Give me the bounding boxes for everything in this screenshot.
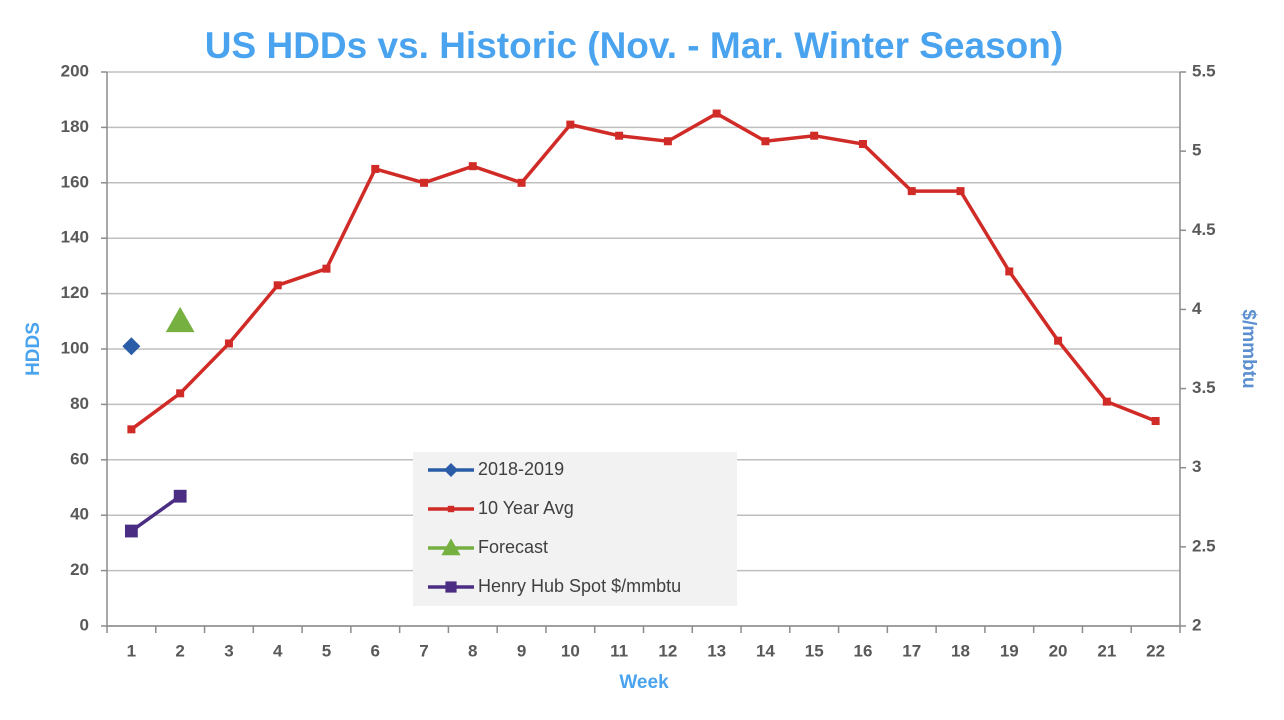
x-tick-label: 7 bbox=[419, 641, 428, 660]
series-marker bbox=[165, 306, 195, 333]
x-tick-label: 19 bbox=[1000, 641, 1019, 660]
series-line bbox=[130, 111, 1157, 431]
legend-marker bbox=[445, 581, 457, 593]
legend-marker bbox=[447, 505, 455, 513]
y2-tick-label: 2 bbox=[1192, 615, 1201, 634]
x-tick-label: 3 bbox=[224, 641, 233, 660]
y-tick-label: 120 bbox=[61, 283, 89, 302]
series-marker bbox=[761, 137, 770, 146]
series-marker bbox=[1005, 267, 1014, 276]
series-marker bbox=[122, 337, 141, 356]
y-tick-label: 60 bbox=[70, 449, 89, 468]
series-marker bbox=[273, 281, 282, 290]
y2-tick-label: 4 bbox=[1192, 299, 1202, 318]
y-axis-title: HDDS bbox=[23, 322, 44, 376]
legend-label: 2018-2019 bbox=[478, 459, 564, 479]
x-tick-label: 5 bbox=[322, 641, 331, 660]
series-marker bbox=[176, 389, 185, 398]
legend-marker bbox=[444, 463, 458, 477]
series-marker bbox=[127, 425, 136, 434]
x-tick-label: 1 bbox=[127, 641, 136, 660]
x-tick-label: 15 bbox=[805, 641, 824, 660]
y2-tick-label: 2.5 bbox=[1192, 536, 1216, 555]
y2-tick-label: 3 bbox=[1192, 457, 1201, 476]
series-marker bbox=[322, 264, 331, 273]
legend-label: Henry Hub Spot $/mmbtu bbox=[478, 576, 681, 596]
y-tick-label: 140 bbox=[61, 228, 89, 247]
x-tick-label: 16 bbox=[854, 641, 873, 660]
x-tick-label: 18 bbox=[951, 641, 970, 660]
series-marker bbox=[858, 140, 867, 149]
series-marker bbox=[224, 339, 233, 348]
series-marker bbox=[371, 164, 380, 173]
series-marker bbox=[907, 187, 916, 196]
x-tick-label: 21 bbox=[1097, 641, 1116, 660]
series-marker bbox=[810, 131, 819, 140]
series-marker bbox=[1102, 397, 1111, 406]
y-tick-label: 0 bbox=[80, 615, 89, 634]
x-tick-label: 9 bbox=[517, 641, 526, 660]
y2-tick-label: 3.5 bbox=[1192, 378, 1216, 397]
series-marker bbox=[956, 187, 965, 196]
x-axis-title: Week bbox=[619, 672, 669, 693]
x-tick-label: 2 bbox=[175, 641, 184, 660]
legend-box bbox=[413, 452, 737, 606]
y-tick-label: 80 bbox=[70, 394, 89, 413]
y2-tick-label: 5 bbox=[1192, 141, 1201, 160]
y-tick-label: 40 bbox=[70, 505, 89, 524]
x-tick-label: 8 bbox=[468, 641, 477, 660]
series-marker bbox=[566, 120, 575, 129]
x-tick-label: 10 bbox=[561, 641, 580, 660]
series-marker bbox=[124, 524, 138, 538]
series-marker bbox=[1151, 417, 1160, 426]
x-tick-label: 17 bbox=[902, 641, 921, 660]
series-marker bbox=[420, 178, 429, 187]
x-tick-label: 11 bbox=[610, 641, 628, 660]
y-tick-label: 180 bbox=[61, 117, 89, 136]
series-marker bbox=[173, 489, 187, 503]
x-tick-label: 6 bbox=[371, 641, 380, 660]
y2-axis-title: $/mmbtu bbox=[1238, 309, 1259, 388]
chart-title: US HDDs vs. Historic (Nov. - Mar. Winter… bbox=[205, 25, 1063, 66]
y-tick-label: 200 bbox=[61, 61, 89, 80]
series-marker bbox=[1054, 336, 1063, 345]
series-marker bbox=[517, 178, 526, 187]
series-line bbox=[130, 494, 182, 533]
x-tick-label: 12 bbox=[658, 641, 677, 660]
y-tick-label: 100 bbox=[61, 338, 89, 357]
legend-label: Forecast bbox=[478, 537, 548, 557]
x-tick-label: 13 bbox=[707, 641, 726, 660]
y-tick-label: 20 bbox=[70, 560, 89, 579]
y2-tick-label: 5.5 bbox=[1192, 61, 1216, 80]
series-marker bbox=[615, 131, 624, 140]
series-marker bbox=[712, 109, 721, 118]
x-tick-label: 20 bbox=[1049, 641, 1068, 660]
series-marker bbox=[663, 137, 672, 146]
x-tick-label: 4 bbox=[273, 641, 283, 660]
y-tick-label: 160 bbox=[61, 172, 89, 191]
series-marker bbox=[468, 162, 477, 171]
x-tick-label: 22 bbox=[1146, 641, 1165, 660]
y2-tick-label: 4.5 bbox=[1192, 220, 1216, 239]
legend-label: 10 Year Avg bbox=[478, 498, 574, 518]
x-tick-label: 14 bbox=[756, 641, 775, 660]
legend-marker bbox=[441, 538, 461, 556]
